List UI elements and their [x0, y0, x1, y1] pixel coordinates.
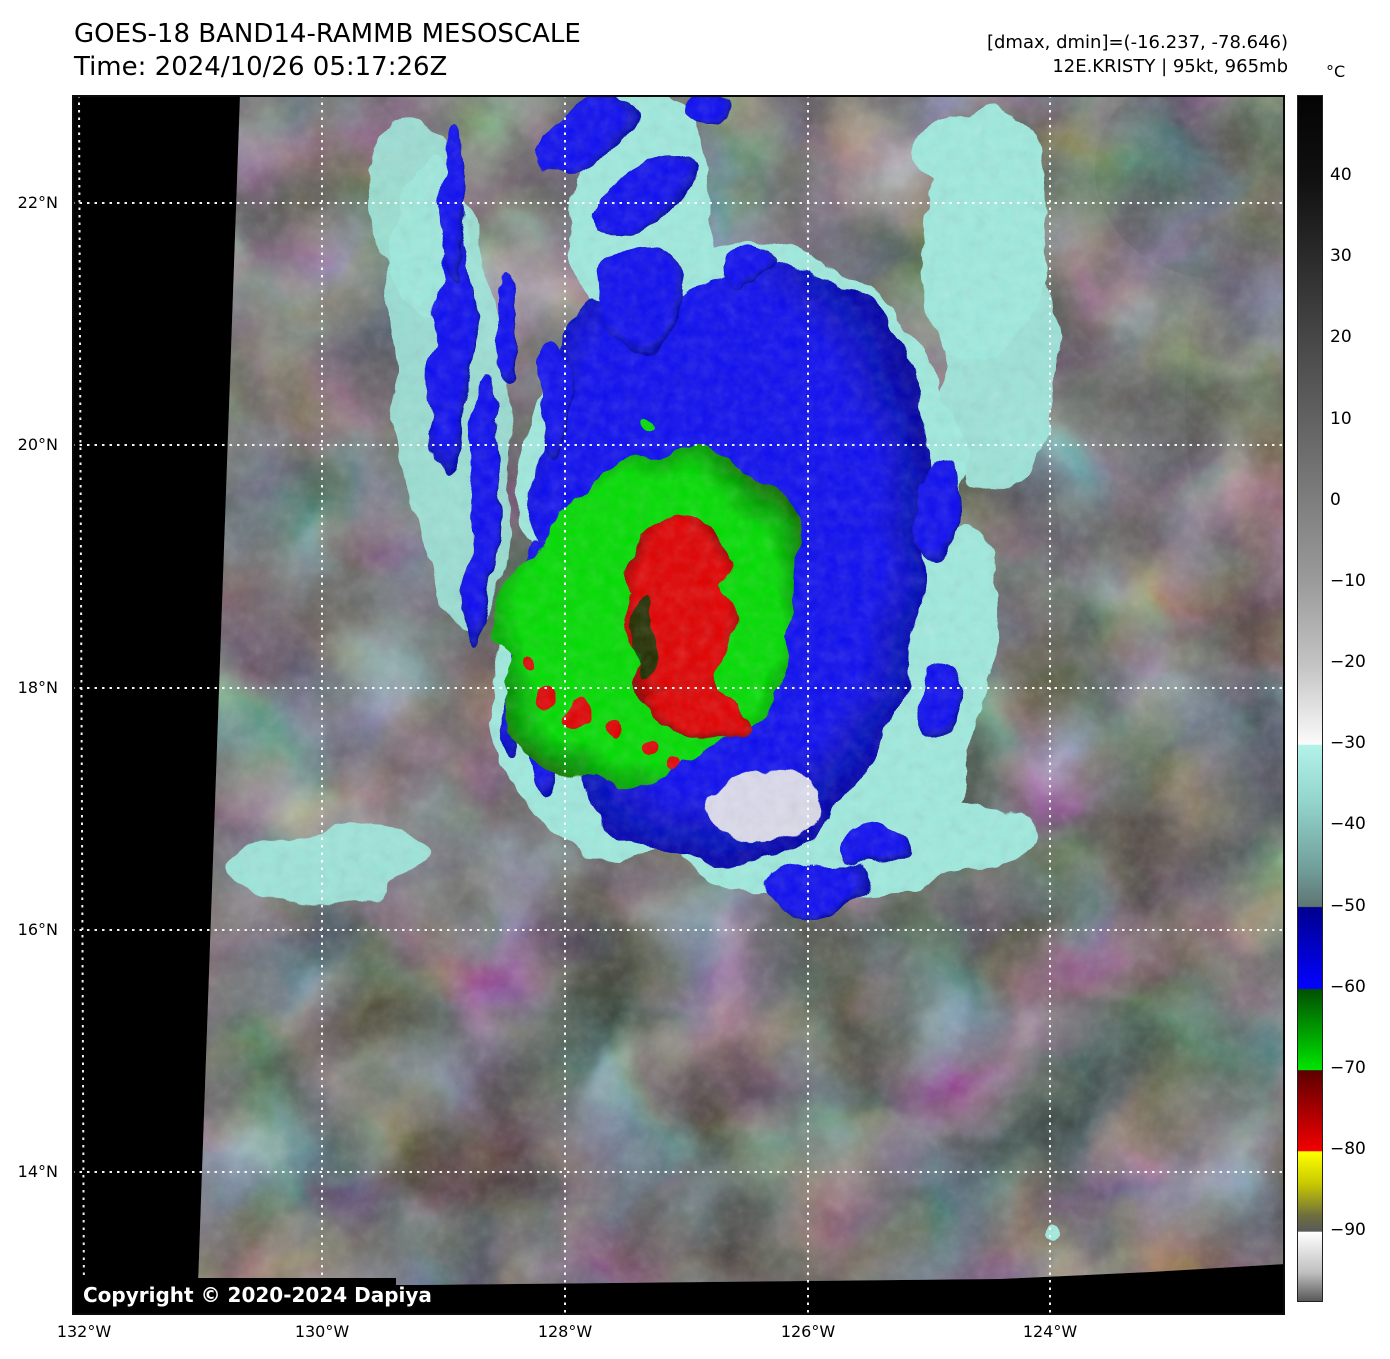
page-title: GOES-18 BAND14-RAMMB MESOSCALE: [74, 19, 581, 49]
graticule-gridlines: [74, 97, 1283, 1313]
image-grain-texture: [198, 97, 1283, 1285]
lon-label: 126°W: [780, 1322, 836, 1341]
title-block: GOES-18 BAND14-RAMMB MESOSCALE Time: 202…: [74, 18, 581, 84]
colorbar-tick: −20: [1330, 652, 1366, 673]
colorbar-tick: −30: [1330, 733, 1366, 754]
lat-label: 22°N: [17, 193, 58, 212]
colorbar-tick: 20: [1330, 327, 1352, 348]
latitude-axis: 22°N 20°N 18°N 16°N 14°N: [0, 0, 64, 1359]
lat-label: 18°N: [17, 678, 58, 697]
timestamp: Time: 2024/10/26 05:17:26Z: [74, 52, 448, 82]
colorbar-tick: 10: [1330, 408, 1352, 429]
colorbar-tick: −80: [1330, 1138, 1366, 1159]
lon-label: 128°W: [537, 1322, 593, 1341]
dmax-dmin-readout: [dmax, dmin]=(-16.237, -78.646): [986, 32, 1288, 53]
lon-label: 132°W: [56, 1322, 112, 1341]
storm-identity-label: 12E.KRISTY | 95kt, 965mb: [1052, 56, 1288, 77]
lon-label: 124°W: [1022, 1322, 1078, 1341]
colorbar-tick-labels: 40 30 20 10 0 −10 −20 −30 −40 −50 −60 −70 −80 −90: [1330, 0, 1390, 1359]
scanned-data-region: [198, 97, 1283, 1285]
colorbar-tick: −70: [1330, 1057, 1366, 1078]
lat-label: 20°N: [17, 435, 58, 454]
satellite-image: [74, 97, 1283, 1313]
lat-label: 14°N: [17, 1162, 58, 1181]
longitude-axis: 132°W 130°W 128°W 126°W 124°W: [0, 1322, 1390, 1346]
colorbar-tick: −50: [1330, 895, 1366, 916]
copyright-watermark: Copyright © 2020-2024 Dapiya: [74, 1278, 432, 1313]
colorbar-tick: −10: [1330, 570, 1366, 591]
lat-label: 16°N: [17, 920, 58, 939]
lon-label: 130°W: [294, 1322, 350, 1341]
colorbar-tick: 30: [1330, 246, 1352, 267]
colorbar-tick: −90: [1330, 1220, 1366, 1241]
satellite-map-frame: Copyright © 2020-2024 Dapiya: [72, 95, 1285, 1315]
temperature-colorbar: [1297, 95, 1323, 1302]
colorbar-tick: 40: [1330, 165, 1352, 186]
colorbar-unit-label: °C: [1326, 62, 1346, 81]
colorbar-tick: −60: [1330, 976, 1366, 997]
colorbar-tick: −40: [1330, 814, 1366, 835]
annotation-block: [dmax, dmin]=(-16.237, -78.646) 12E.KRIS…: [987, 31, 1288, 79]
colorbar-tick: 0: [1330, 489, 1341, 510]
